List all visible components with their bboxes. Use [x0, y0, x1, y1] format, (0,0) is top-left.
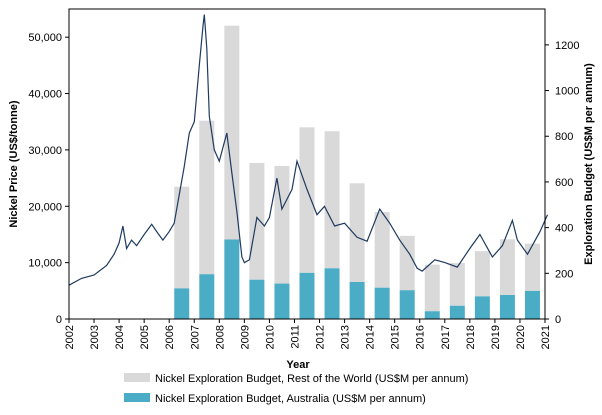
- bar-rest-of-world-2010: [274, 165, 290, 284]
- bar-rest-of-world-2011: [299, 127, 315, 273]
- x-tick-label: 2012: [315, 325, 327, 349]
- bar-rest-of-world-2014: [374, 212, 390, 288]
- bar-australia-2017: [449, 305, 465, 319]
- bar-australia-2018: [474, 296, 490, 319]
- bar-australia-2019: [499, 295, 515, 319]
- x-tick-label: 2018: [465, 325, 477, 349]
- y-left-tick-label: 10,000: [28, 258, 62, 270]
- bar-australia-2012: [324, 268, 340, 319]
- bar-australia-2016: [424, 311, 440, 319]
- bar-australia-2008: [224, 239, 240, 319]
- bar-rest-of-world-2020: [524, 243, 540, 291]
- plot-frame: [68, 8, 546, 320]
- x-tick-label: 2020: [515, 325, 527, 349]
- bar-australia-2020: [524, 290, 540, 319]
- bar-rest-of-world-2008: [224, 25, 240, 240]
- x-tick-label: 2017: [440, 325, 452, 349]
- bar-australia-2009: [249, 279, 265, 319]
- legend: Nickel Exploration Budget, Rest of the W…: [124, 373, 468, 405]
- x-tick-label: 2019: [490, 325, 502, 349]
- bar-rest-of-world-2012: [324, 131, 340, 269]
- y-right-tick-label: 1000: [555, 86, 579, 98]
- bar-rest-of-world-2007: [199, 120, 215, 275]
- legend-label-australia: Nickel Exploration Budget, Australia (US…: [155, 393, 426, 405]
- axes-layer: 0 10,000 20,000 30,000 40,000 50,000 0 200 400 60…: [28, 32, 579, 349]
- y-axis-right-label: Exploration Budget (US$M per annum): [583, 63, 595, 265]
- x-tick-label: 2011: [289, 325, 301, 349]
- bar-rest-of-world-2016: [424, 264, 440, 312]
- y-left-tick-label: 0: [56, 314, 62, 326]
- bars-layer: [174, 25, 540, 319]
- x-tick-label: 2003: [89, 325, 101, 349]
- x-tick-label: 2013: [340, 325, 352, 349]
- bar-australia-2014: [374, 287, 390, 319]
- bar-rest-of-world-2015: [399, 235, 415, 291]
- y-axis-left-label: Nickel Price (US$/tonne): [8, 100, 20, 227]
- bar-australia-2011: [299, 272, 315, 319]
- x-tick-label: 2005: [139, 325, 151, 349]
- bar-australia-2010: [274, 283, 290, 319]
- x-tick-label: 2008: [214, 325, 226, 349]
- x-tick-label: 2021: [540, 325, 552, 349]
- x-tick-label: 2015: [390, 325, 402, 349]
- y-left-tick-label: 30,000: [28, 145, 62, 157]
- bar-rest-of-world-2018: [474, 251, 490, 297]
- legend-label-rest-of-world: Nickel Exploration Budget, Rest of the W…: [155, 373, 468, 385]
- bar-rest-of-world-2006: [174, 186, 190, 289]
- y-left-tick-label: 20,000: [28, 201, 62, 213]
- bar-rest-of-world-2009: [249, 162, 265, 280]
- x-tick-label: 2009: [239, 325, 251, 349]
- x-tick-label: 2014: [365, 325, 377, 349]
- bar-rest-of-world-2019: [499, 239, 515, 296]
- x-tick-label: 2016: [415, 325, 427, 349]
- y-right-tick-label: 1200: [555, 40, 579, 52]
- bar-rest-of-world-2017: [449, 263, 465, 306]
- y-left-tick-label: 40,000: [28, 89, 62, 101]
- bar-australia-2015: [399, 290, 415, 319]
- legend-swatch-rest-of-world: [124, 373, 150, 382]
- y-right-tick-label: 800: [555, 131, 573, 143]
- bar-australia-2006: [174, 288, 190, 319]
- x-tick-label: 2010: [264, 325, 276, 349]
- bar-australia-2007: [199, 274, 215, 319]
- y-right-tick-label: 400: [555, 223, 573, 235]
- x-tick-label: 2004: [114, 325, 126, 349]
- y-right-tick-label: 200: [555, 268, 573, 280]
- bar-australia-2013: [349, 281, 365, 319]
- y-left-tick-label: 50,000: [28, 32, 62, 44]
- x-tick-label: 2002: [64, 325, 76, 349]
- x-tick-label: 2007: [189, 325, 201, 349]
- y-right-tick-label: 600: [555, 177, 573, 189]
- y-right-tick-label: 0: [555, 314, 561, 326]
- bar-rest-of-world-2013: [349, 183, 365, 282]
- x-axis-label: Year: [286, 359, 310, 371]
- x-tick-label: 2006: [164, 325, 176, 349]
- legend-swatch-australia: [124, 393, 150, 402]
- nickel-price-line: [68, 14, 549, 286]
